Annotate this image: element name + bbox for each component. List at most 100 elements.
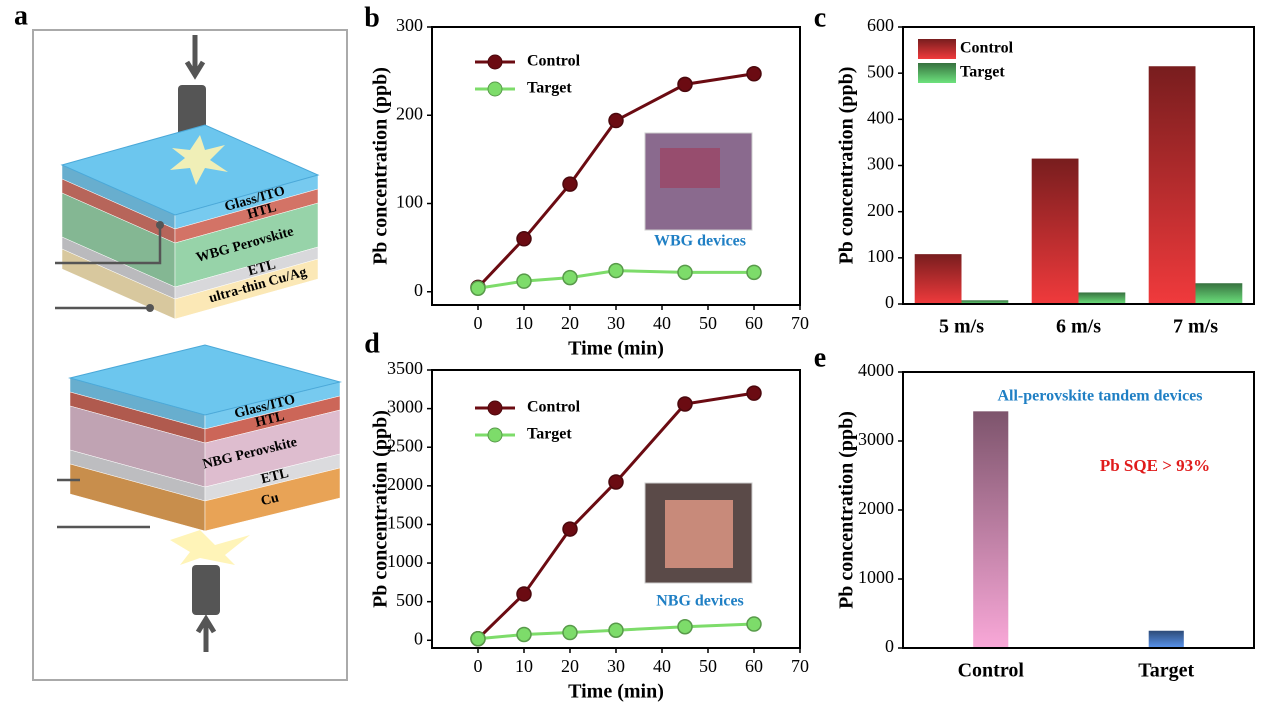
y-tick-label: 200 (396, 103, 423, 123)
x-tick-label: 10 (515, 656, 533, 676)
y-tick-label: 1000 (387, 551, 423, 571)
bar (1148, 630, 1184, 648)
layer-label: Cu (259, 490, 280, 509)
x-tick-label: 20 (561, 656, 579, 676)
x-tick-label: 20 (561, 313, 579, 333)
layer-face (204, 467, 341, 532)
point (470, 280, 486, 296)
glass-top (68, 344, 342, 416)
x-tick-label: 70 (791, 656, 809, 676)
glass-top (60, 124, 320, 216)
point (746, 616, 762, 632)
legend-swatch (918, 39, 956, 59)
x-tick-label: 0 (474, 313, 483, 333)
point (562, 269, 578, 286)
point (746, 66, 762, 82)
x-tick-label: 40 (653, 313, 671, 333)
press-rod (192, 565, 220, 615)
y-tick-label: 3000 (858, 429, 894, 449)
layer-label: ETL (260, 466, 291, 487)
legend-swatch (918, 63, 956, 83)
point (516, 231, 532, 247)
x-tick-label: 40 (653, 656, 671, 676)
y-axis-label: Pb concentration (ppb) (370, 67, 392, 265)
y-tick-label: 100 (396, 192, 423, 212)
y-tick-label: 600 (867, 15, 894, 35)
y-tick-label: 2000 (387, 474, 423, 494)
x-tick-label: Control (958, 660, 1025, 682)
layer-face (174, 258, 319, 320)
y-tick-label: 0 (885, 292, 894, 312)
point (677, 619, 693, 635)
y-tick-label: 0 (414, 628, 423, 648)
x-tick-label: 60 (745, 313, 763, 333)
x-tick-label: 7 m/s (1173, 316, 1218, 338)
point (562, 176, 578, 192)
y-tick-label: 300 (396, 15, 423, 35)
plot-frame (902, 26, 1255, 305)
legend-label: Target (960, 64, 1005, 81)
x-tick-label: 60 (745, 656, 763, 676)
y-tick-label: 400 (867, 107, 894, 127)
y-tick-label: 3500 (387, 358, 423, 378)
lead-dot (156, 221, 164, 229)
x-axis-label: Time (min) (568, 681, 664, 703)
panel-label: b (364, 2, 380, 33)
lead-wire (57, 478, 150, 529)
x-tick-label: 6 m/s (1056, 316, 1101, 338)
crack-flash (170, 530, 250, 565)
point (746, 385, 762, 401)
point (608, 262, 624, 279)
y-axis-label: Pb concentration (ppb) (836, 67, 858, 265)
lead-dot (146, 304, 154, 312)
point (608, 474, 624, 490)
x-axis-label: Time (min) (568, 338, 664, 360)
annotation: NBG devices (656, 593, 744, 610)
legend-label: Target (527, 426, 572, 443)
point (516, 273, 532, 289)
legend-marker (487, 427, 503, 443)
legend-marker (487, 400, 503, 416)
panel-a-frame (32, 29, 348, 681)
panel-label: a (14, 0, 28, 31)
y-tick-label: 1000 (858, 567, 894, 587)
point (677, 264, 693, 281)
annotation: WBG devices (654, 233, 746, 250)
inset-photo-detail (665, 500, 733, 568)
y-tick-label: 200 (867, 200, 894, 220)
y-tick-label: 100 (867, 246, 894, 266)
point (608, 112, 624, 129)
legend-label: Target (527, 80, 572, 97)
legend-label: Control (527, 53, 581, 70)
annotation: Pb SQE > 93% (1100, 456, 1210, 475)
bar (1195, 283, 1243, 304)
y-axis-label: Pb concentration (ppb) (370, 410, 392, 608)
bar (1148, 66, 1196, 304)
series-line (477, 269, 754, 290)
point (470, 630, 486, 647)
plot-frame (431, 26, 801, 306)
x-tick-label: 10 (515, 313, 533, 333)
x-tick-label: 50 (699, 313, 717, 333)
bar (1031, 158, 1079, 304)
lead-wire (55, 225, 162, 310)
series-line (476, 72, 755, 289)
point (608, 622, 624, 638)
series-line (476, 391, 755, 640)
y-tick-label: 1500 (387, 513, 423, 533)
layer-label: ETL (246, 257, 277, 279)
x-tick-label: Target (1138, 660, 1194, 682)
panel-label: e (814, 342, 826, 373)
y-axis-label: Pb concentration (ppb) (836, 411, 858, 609)
point (677, 396, 693, 412)
point (516, 626, 532, 643)
bar (914, 254, 962, 304)
y-tick-label: 2500 (387, 435, 423, 455)
annotation: All-perovskite tandem devices (997, 388, 1202, 405)
y-tick-label: 0 (414, 280, 423, 300)
point (516, 586, 532, 602)
bar (961, 300, 1009, 304)
arrow (195, 614, 217, 652)
y-tick-label: 300 (867, 154, 894, 174)
